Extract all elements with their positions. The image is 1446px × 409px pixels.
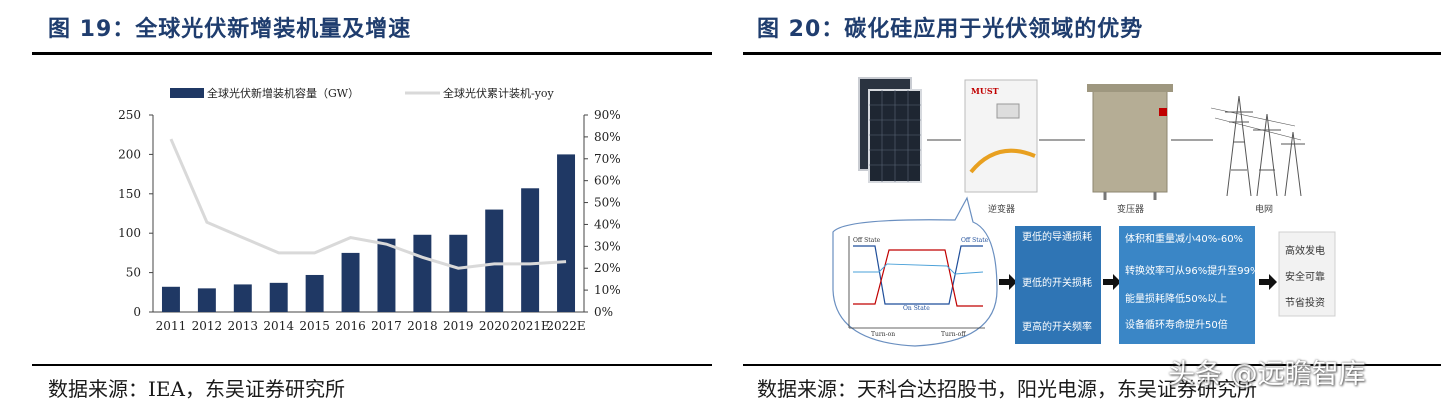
x-tick-label: 2019 <box>443 319 474 333</box>
x-tick-label: 2012 <box>192 319 223 333</box>
left-tick-label: 0 <box>133 305 141 319</box>
chain-label-inverter: 逆变器 <box>988 203 1015 215</box>
bar-2014 <box>269 282 288 312</box>
bar-2015 <box>305 274 324 312</box>
bar-2021E <box>521 188 540 312</box>
pv-installation-chart: 0 50 100 150 200 250 0% 10% 20% 30% 40% 50% 60% 70% 80… <box>118 86 621 333</box>
x-tick-label: 2014 <box>263 319 294 333</box>
bar-2022E <box>557 154 576 312</box>
figure-19-title: 图 19：全球光伏新增装机量及增速 <box>48 17 412 42</box>
bottom-rule <box>32 364 712 366</box>
bar-2016 <box>341 252 360 312</box>
x-tick-label: 2013 <box>228 319 259 333</box>
mini-plot-on-state: On State <box>903 305 930 312</box>
mini-plot-off-state-left: Off State <box>853 237 881 244</box>
mini-plot-turn-on: Turn-on <box>871 331 895 338</box>
x-tick-label: 2022E <box>546 319 585 333</box>
bar-2017 <box>377 238 396 312</box>
effect-conversion-efficiency: 转换效率可从96%提升至99%以上 <box>1125 264 1279 277</box>
arrow-icon <box>1259 274 1277 290</box>
x-tick-label: 2018 <box>407 319 438 333</box>
x-tick-label: 2015 <box>299 319 330 333</box>
sic-benefits-box: 更低的导通损耗 更低的开关损耗 更高的开关频率 <box>1015 226 1101 344</box>
outcomes-box: 高效发电 安全可靠 节省投资 <box>1278 231 1336 317</box>
bar-2020 <box>485 209 504 312</box>
bar-2018 <box>413 234 432 312</box>
bottom-rule <box>743 364 1441 366</box>
figure-19-source: 数据来源：IEA，东吴证券研究所 <box>48 377 345 401</box>
chain-label-grid: 电网 <box>1255 203 1273 215</box>
yoy-line <box>169 138 567 270</box>
right-tick-label: 40% <box>594 217 621 231</box>
left-tick-label: 150 <box>118 187 141 201</box>
power-grid-image <box>1210 95 1305 197</box>
effect-cycle-life: 设备循环寿命提升50倍 <box>1125 318 1228 331</box>
watermark: 头条 @远瞻智库 <box>1168 359 1366 390</box>
x-tick-label: 2020 <box>479 319 510 333</box>
arrow-icon <box>999 274 1017 290</box>
right-tick-label: 20% <box>594 261 621 275</box>
arrow-icon <box>1103 274 1121 290</box>
sic-advantages-diagram: MUST 逆变器 变压器 电网 Off S <box>832 77 1336 347</box>
left-tick-label: 100 <box>118 226 141 240</box>
right-tick-label: 30% <box>594 239 621 253</box>
left-tick-label: 250 <box>118 108 141 122</box>
mini-plot-turn-off: Turn-off <box>941 331 966 338</box>
left-tick-label: 50 <box>126 266 141 280</box>
sic-effects-box: 体积和重量减小40%-60% 转换效率可从96%提升至99%以上 能量损耗降低5… <box>1119 226 1279 344</box>
x-tick-label: 2021E <box>510 319 549 333</box>
effect-energy-loss: 能量损耗降低50%以上 <box>1125 292 1227 305</box>
right-tick-label: 70% <box>594 152 621 166</box>
left-tick-label: 200 <box>118 147 141 161</box>
bar-2011 <box>161 286 180 312</box>
bar-2019 <box>449 234 468 312</box>
left-figure-panel: 图 19：全球光伏新增装机量及增速 0 50 100 150 200 250 0% 10% 20… <box>0 0 712 409</box>
right-figure-panel: 图 20：碳化硅应用于光伏领域的优势 MUST 逆变器 <box>735 0 1446 409</box>
right-tick-label: 0% <box>594 305 613 319</box>
figure-20-source: 数据来源：天科合达招股书，阳光电源，东吴证券研究所 <box>757 377 1257 401</box>
figure-20-title: 图 20：碳化硅应用于光伏领域的优势 <box>757 17 1144 42</box>
benefit-lower-conduction-loss: 更低的导通损耗 <box>1022 230 1092 243</box>
chain-label-transformer: 变压器 <box>1117 203 1144 215</box>
x-tick-label: 2011 <box>156 319 187 333</box>
legend-line-label: 全球光伏累计装机-yoy <box>443 86 555 100</box>
benefit-lower-switching-loss: 更低的开关损耗 <box>1022 276 1092 289</box>
outcome-save-investment: 节省投资 <box>1285 296 1325 309</box>
x-tick-label: 2016 <box>335 319 366 333</box>
effect-volume-weight: 体积和重量减小40%-60% <box>1125 232 1243 245</box>
right-tick-label: 50% <box>594 196 621 210</box>
legend-bar-swatch <box>170 88 204 98</box>
right-tick-label: 60% <box>594 174 621 188</box>
inverter-image: MUST <box>964 79 1038 193</box>
transformer-image <box>1087 84 1173 200</box>
top-rule <box>32 52 712 55</box>
outcome-safe-reliable: 安全可靠 <box>1285 270 1325 283</box>
outcome-efficient-generation: 高效发电 <box>1285 244 1325 257</box>
top-rule <box>743 52 1441 55</box>
bar-2012 <box>197 288 216 312</box>
inverter-brand: MUST <box>971 86 999 96</box>
solar-panel-image <box>858 77 922 183</box>
benefit-higher-switching-frequency: 更高的开关频率 <box>1022 320 1092 333</box>
right-tick-label: 90% <box>594 108 621 122</box>
legend-bar-label: 全球光伏新增装机容量（GW） <box>207 86 359 100</box>
bar-2013 <box>233 284 252 312</box>
switching-waveform-callout: Off State On State Off State Turn-on Tur… <box>832 196 998 347</box>
mini-plot-off-state-right: Off State <box>961 237 989 244</box>
right-tick-label: 10% <box>594 283 621 297</box>
right-tick-label: 80% <box>594 130 621 144</box>
x-tick-label: 2017 <box>371 319 402 333</box>
